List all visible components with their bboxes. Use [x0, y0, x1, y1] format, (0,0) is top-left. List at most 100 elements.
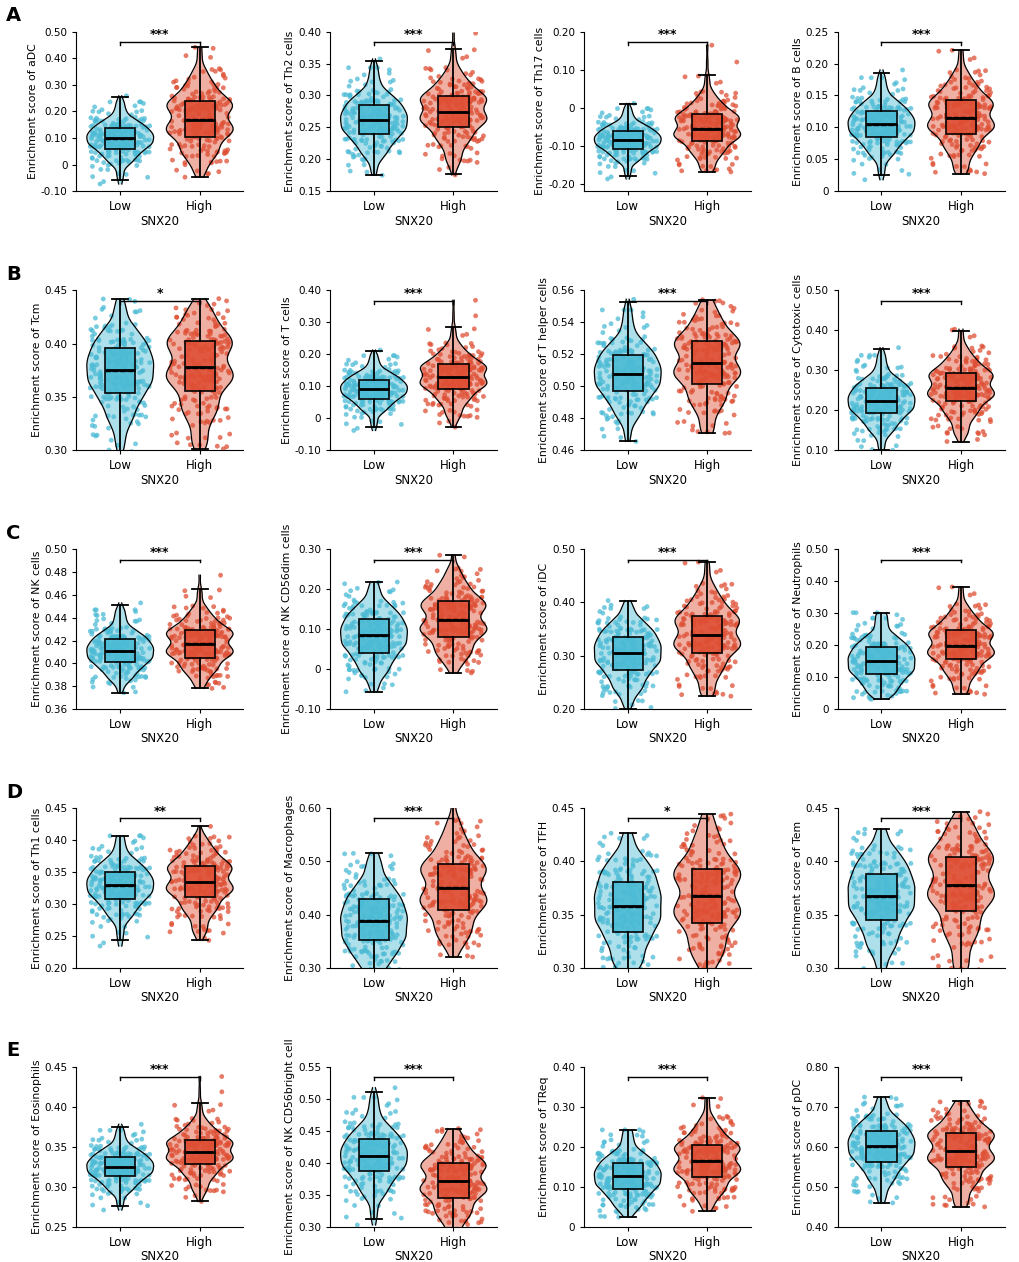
Point — [100, 127, 116, 148]
Point — [454, 568, 471, 588]
Point — [215, 1175, 231, 1195]
Point — [338, 1102, 355, 1122]
Point — [394, 645, 411, 665]
Point — [699, 122, 715, 143]
Point — [945, 146, 961, 167]
Point — [671, 921, 687, 941]
Point — [358, 1138, 374, 1159]
Point — [347, 1171, 364, 1191]
Point — [896, 1118, 912, 1138]
Point — [201, 81, 217, 101]
Point — [371, 105, 387, 125]
Point — [959, 888, 975, 909]
Point — [960, 856, 976, 876]
Point — [364, 962, 380, 982]
Point — [457, 1184, 473, 1204]
Point — [701, 327, 717, 347]
Point — [84, 671, 100, 692]
Point — [692, 883, 708, 904]
Point — [695, 339, 711, 360]
Point — [628, 926, 644, 946]
Point — [634, 644, 650, 664]
Point — [119, 1161, 136, 1181]
Point — [966, 403, 982, 423]
Point — [861, 881, 877, 901]
Point — [950, 1143, 966, 1164]
Point — [128, 357, 145, 377]
Point — [430, 1151, 446, 1171]
Point — [632, 684, 648, 704]
Point — [343, 613, 360, 634]
Point — [168, 862, 184, 882]
Point — [434, 403, 450, 423]
Point — [463, 353, 479, 374]
Point — [416, 1185, 432, 1205]
Point — [710, 336, 727, 356]
Point — [961, 856, 977, 876]
Point — [936, 127, 953, 148]
Point — [209, 881, 225, 901]
Point — [355, 1146, 371, 1166]
Point — [115, 659, 131, 679]
Point — [118, 109, 135, 129]
Point — [163, 872, 179, 892]
Point — [368, 1182, 384, 1203]
Point — [957, 77, 973, 97]
Point — [957, 1145, 973, 1165]
Point — [849, 936, 865, 957]
Point — [642, 136, 658, 156]
Point — [709, 127, 726, 148]
Point — [457, 933, 473, 953]
Point — [629, 1124, 645, 1145]
Point — [371, 1114, 387, 1135]
Point — [695, 880, 711, 900]
Point — [207, 856, 223, 876]
Point — [881, 671, 898, 692]
Point — [870, 639, 887, 659]
Point — [642, 120, 658, 140]
Point — [122, 858, 139, 878]
Point — [972, 1177, 988, 1198]
Point — [361, 96, 377, 116]
Point — [929, 415, 946, 435]
Point — [91, 1157, 107, 1177]
Point — [880, 406, 897, 427]
Point — [956, 914, 972, 934]
Point — [876, 640, 893, 660]
Point — [601, 666, 618, 687]
Point — [592, 1157, 608, 1177]
Point — [679, 1160, 695, 1180]
Point — [678, 106, 694, 126]
Point — [945, 642, 961, 663]
Point — [357, 380, 373, 400]
Point — [101, 317, 117, 337]
Point — [107, 1153, 123, 1174]
Point — [607, 133, 624, 153]
Point — [684, 133, 700, 153]
Point — [715, 636, 732, 656]
Point — [341, 634, 358, 654]
Point — [718, 125, 735, 145]
Point — [437, 905, 453, 925]
Point — [668, 868, 685, 888]
Point — [357, 876, 373, 896]
Point — [185, 1165, 202, 1185]
Point — [87, 1140, 103, 1160]
Point — [870, 635, 887, 655]
Point — [684, 420, 700, 440]
Point — [698, 121, 714, 141]
Point — [626, 652, 642, 673]
Point — [83, 646, 99, 666]
Point — [209, 1128, 225, 1148]
Point — [366, 384, 382, 404]
Point — [590, 141, 606, 162]
Point — [720, 650, 737, 670]
Point — [612, 858, 629, 878]
Point — [926, 1122, 943, 1142]
Point — [861, 856, 877, 876]
Point — [599, 169, 615, 189]
Point — [213, 1159, 229, 1179]
Point — [606, 156, 623, 177]
Point — [386, 376, 403, 396]
Point — [888, 141, 904, 162]
